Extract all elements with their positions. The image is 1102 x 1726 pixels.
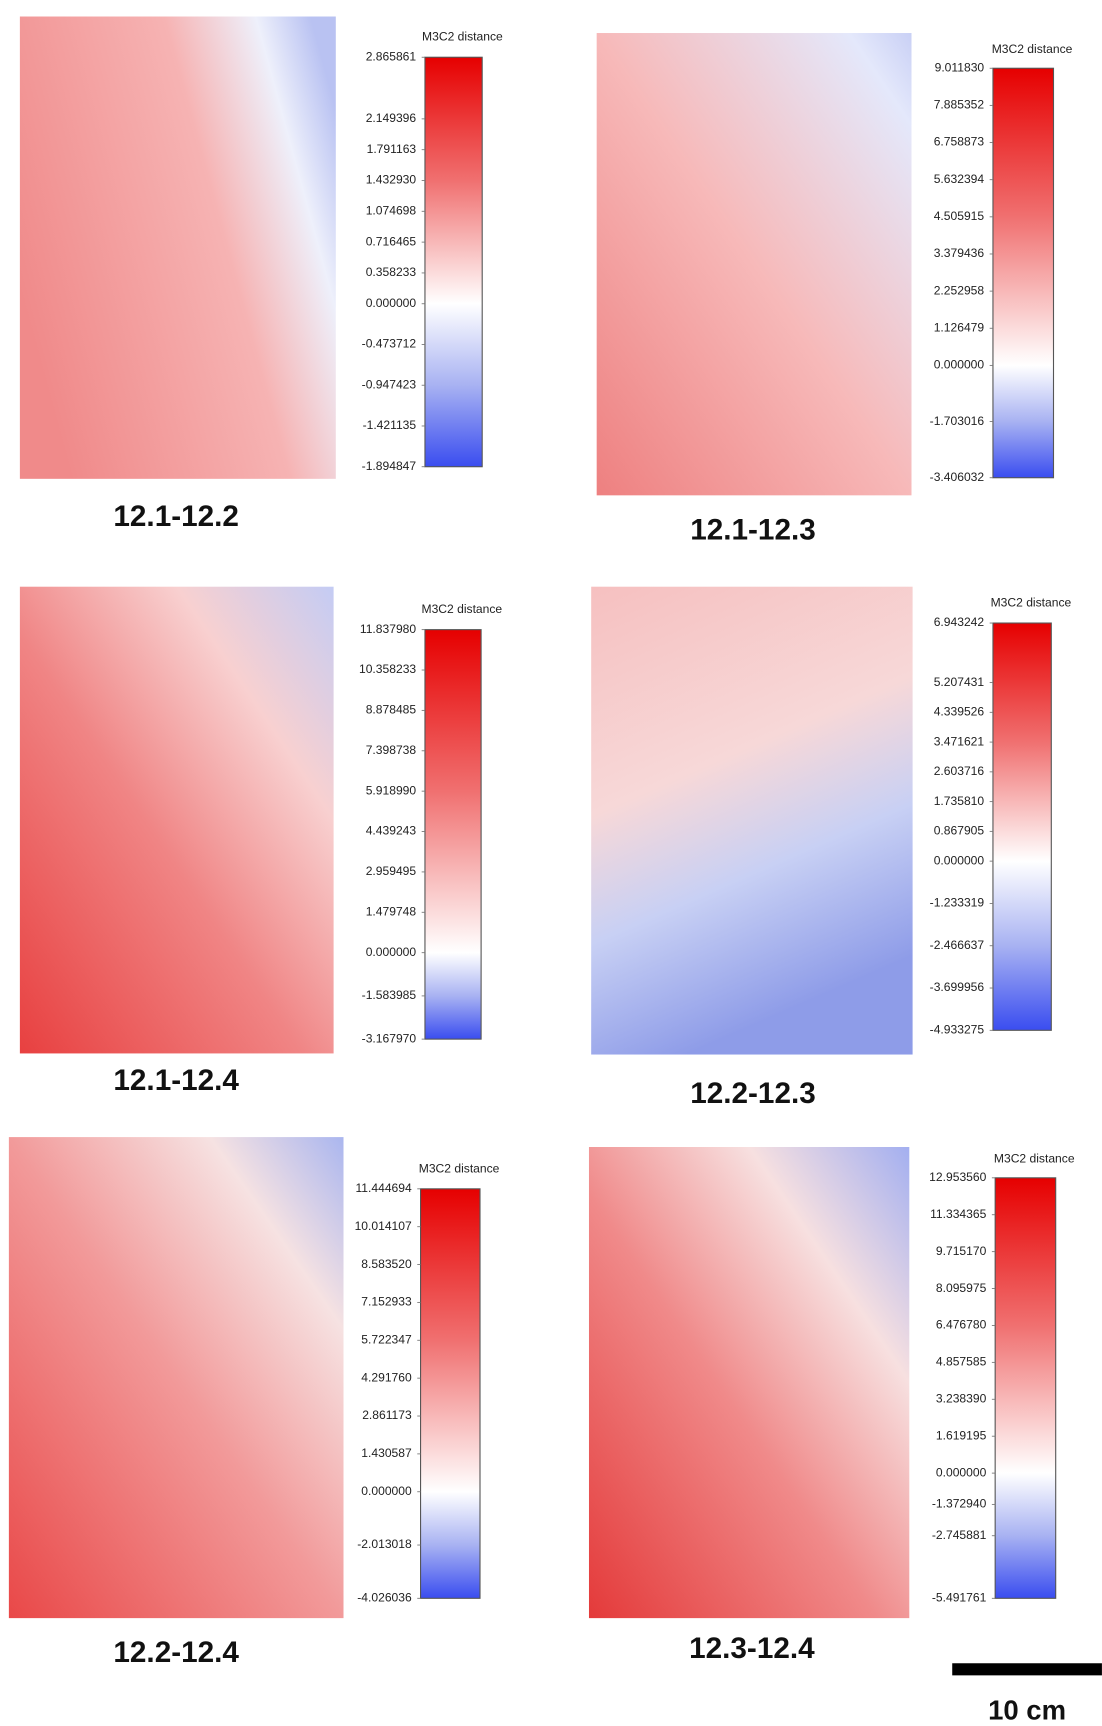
panel-caption: 12.3-12.4 <box>689 1632 815 1665</box>
colorbar-title: M3C2 distance <box>422 30 503 44</box>
tick-label: 5.207431 <box>934 675 985 689</box>
distance-map <box>8 1137 344 1619</box>
tick-label: 4.439243 <box>366 824 417 838</box>
colorbar <box>992 622 1052 1031</box>
tick-label: 8.583520 <box>361 1257 412 1271</box>
distance-map <box>19 16 336 479</box>
colorbar <box>424 629 482 1040</box>
colorbar <box>420 1188 481 1599</box>
tick-label: 0.000000 <box>366 945 417 959</box>
tick-label: -2.745881 <box>932 1528 987 1542</box>
tick-label: -1.894847 <box>362 459 417 473</box>
tick-label: -0.947423 <box>362 377 417 391</box>
colorbar <box>994 1177 1057 1599</box>
tick-label: 3.379436 <box>934 246 985 260</box>
tick-label: 8.878485 <box>366 703 417 717</box>
tick-label: 3.471621 <box>934 734 985 748</box>
tick-label: 2.865861 <box>366 49 417 63</box>
tick-label: 6.758873 <box>934 135 985 149</box>
tick-label: 1.791163 <box>367 142 417 156</box>
tick-label: 2.861173 <box>362 1408 412 1422</box>
tick-label: 7.152933 <box>361 1295 412 1309</box>
colorbar-title: M3C2 distance <box>994 1151 1075 1165</box>
distance-map <box>596 33 912 496</box>
tick-label: 4.505915 <box>934 209 985 223</box>
tick-label: 1.074698 <box>366 204 417 218</box>
tick-label: 0.867905 <box>934 824 985 838</box>
panel-caption: 12.1-12.2 <box>113 500 239 533</box>
tick-label: 1.430587 <box>361 1446 412 1460</box>
tick-label: -2.466637 <box>930 938 985 952</box>
tick-label: 1.735810 <box>934 794 985 808</box>
tick-label: 11.444694 <box>355 1181 412 1195</box>
tick-label: -2.013018 <box>357 1537 412 1551</box>
tick-label: -4.933275 <box>930 1023 985 1037</box>
panel-caption: 12.1-12.4 <box>113 1064 239 1097</box>
tick-label: 0.716465 <box>366 234 417 248</box>
tick-label: -1.703016 <box>930 414 985 428</box>
tick-label: 8.095975 <box>936 1281 987 1295</box>
tick-label: 5.722347 <box>361 1332 412 1346</box>
colorbar <box>992 67 1055 479</box>
tick-label: 1.126479 <box>934 320 985 334</box>
tick-label: 4.857585 <box>936 1355 987 1369</box>
tick-label: 6.476780 <box>936 1318 987 1332</box>
tick-label: 4.339526 <box>934 705 985 719</box>
panel-caption: 12.2-12.3 <box>690 1077 816 1110</box>
scale-bar <box>952 1663 1102 1676</box>
tick-label: -3.167970 <box>362 1031 417 1045</box>
tick-label: -1.583985 <box>362 988 417 1002</box>
tick-label: 9.715170 <box>936 1244 987 1258</box>
tick-label: 11.837980 <box>360 622 417 636</box>
tick-label: 6.943242 <box>934 615 985 629</box>
colorbar-title: M3C2 distance <box>419 1161 500 1175</box>
tick-label: 0.000000 <box>934 853 985 867</box>
tick-label: -1.421135 <box>363 418 417 432</box>
tick-label: 2.149396 <box>366 111 417 125</box>
scale-label: 10 cm <box>988 1694 1066 1725</box>
tick-label: 0.358233 <box>366 265 417 279</box>
tick-label: 1.479748 <box>366 904 417 918</box>
tick-label: 1.432930 <box>366 173 417 187</box>
tick-label: -5.491761 <box>932 1591 987 1605</box>
tick-label: 2.252958 <box>934 283 985 297</box>
tick-label: 12.953560 <box>929 1170 986 1184</box>
distance-map <box>19 586 334 1054</box>
tick-label: -4.026036 <box>357 1591 412 1605</box>
colorbar-title: M3C2 distance <box>992 42 1073 56</box>
tick-label: -1.233319 <box>930 896 985 910</box>
tick-label: 1.619195 <box>936 1428 987 1442</box>
tick-label: 5.632394 <box>934 172 985 186</box>
tick-label: 2.959495 <box>366 864 417 878</box>
tick-label: 7.885352 <box>934 98 985 112</box>
tick-label: -0.473712 <box>362 337 417 351</box>
panel-caption: 12.2-12.4 <box>113 1636 239 1669</box>
tick-label: 3.238390 <box>936 1391 987 1405</box>
tick-label: 0.000000 <box>934 358 985 372</box>
tick-label: -3.406032 <box>930 470 985 484</box>
tick-label: 7.398738 <box>366 743 417 757</box>
tick-label: 0.000000 <box>361 1484 412 1498</box>
distance-map <box>591 586 913 1055</box>
colorbar-title: M3C2 distance <box>991 596 1072 610</box>
tick-label: -3.699956 <box>930 980 985 994</box>
colorbar-title: M3C2 distance <box>422 602 503 616</box>
tick-label: 2.603716 <box>934 764 985 778</box>
tick-label: 11.334365 <box>930 1207 987 1221</box>
distance-map <box>588 1146 910 1619</box>
tick-label: 10.014107 <box>355 1219 412 1233</box>
tick-label: -1.372940 <box>932 1497 987 1511</box>
tick-label: 0.000000 <box>366 296 417 310</box>
tick-label: 10.358233 <box>359 662 416 676</box>
panel-caption: 12.1-12.3 <box>690 513 816 546</box>
tick-label: 9.011830 <box>935 60 985 74</box>
tick-label: 4.291760 <box>361 1370 412 1384</box>
colorbar <box>424 56 483 468</box>
tick-label: 5.918990 <box>366 783 417 797</box>
tick-label: 0.000000 <box>936 1465 987 1479</box>
